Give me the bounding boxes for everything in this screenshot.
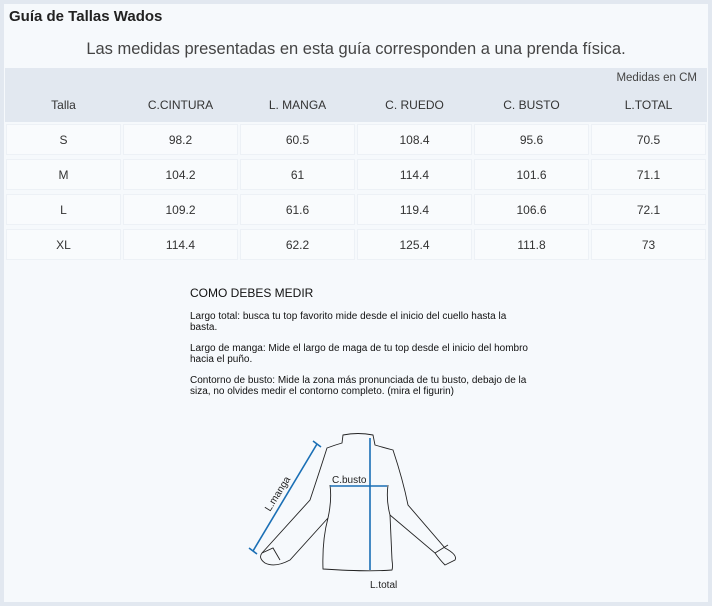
instruction-sleeve: Largo de manga: Mide el largo de maga de… <box>190 343 528 365</box>
column-header: C. BUSTO <box>503 98 560 112</box>
column-header: Talla <box>51 98 76 112</box>
instructions: COMO DEBES MEDIR Largo total: busca tu t… <box>190 286 530 407</box>
table-row: XL 114.4 62.2 125.4 111.8 73 <box>5 227 707 262</box>
table-cell: 95.6 <box>474 124 589 155</box>
column-header: C.CINTURA <box>147 98 214 112</box>
table-cell: M <box>6 159 121 190</box>
table-cell: L <box>6 194 121 225</box>
table-cell: 108.4 <box>357 124 472 155</box>
column-header: L.TOTAL <box>624 98 673 112</box>
table-cell: 70.5 <box>591 124 706 155</box>
table-cell: 109.2 <box>123 194 238 225</box>
page-title: Guía de Tallas Wados <box>9 8 163 25</box>
garment-figure: L.manga C.busto L.total <box>248 433 456 591</box>
column-header: C. RUEDO <box>385 98 444 112</box>
subtitle: Las medidas presentadas en esta guía cor… <box>86 40 626 58</box>
table-cell: 106.6 <box>474 194 589 225</box>
instruction-total: Largo total: busca tu top favorito mide … <box>190 311 507 333</box>
bust-label: C.busto <box>332 475 367 486</box>
table-row: M 104.2 61 114.4 101.6 71.1 <box>5 157 707 192</box>
instructions-heading: COMO DEBES MEDIR <box>190 286 314 300</box>
table-cell: 98.2 <box>123 124 238 155</box>
table-cell: 71.1 <box>591 159 706 190</box>
measure-guide <box>5 262 707 601</box>
table-cell: 61.6 <box>240 194 355 225</box>
table-cell: 119.4 <box>357 194 472 225</box>
table-cell: 60.5 <box>240 124 355 155</box>
table-cell: 101.6 <box>474 159 589 190</box>
table-cell: 62.2 <box>240 229 355 260</box>
table-cell: 104.2 <box>123 159 238 190</box>
table-header: Medidas en CM Talla C.CINTURA L. MANGA C. R… <box>5 68 707 122</box>
column-header: L. MANGA <box>268 98 327 112</box>
table-cell: S <box>6 124 121 155</box>
instruction-bust: Contorno de busto: Mide la zona más pron… <box>190 375 527 397</box>
table-cell: 73 <box>591 229 706 260</box>
unit-label: Medidas en CM <box>616 72 697 84</box>
total-label: L.total <box>370 580 397 591</box>
table-cell: 111.8 <box>474 229 589 260</box>
table-row: L 109.2 61.6 119.4 106.6 72.1 <box>5 192 707 227</box>
table-cell: 114.4 <box>123 229 238 260</box>
table-row: S 98.2 60.5 108.4 95.6 70.5 <box>5 122 707 157</box>
table-cell: 125.4 <box>357 229 472 260</box>
table-cell: XL <box>6 229 121 260</box>
table-cell: 72.1 <box>591 194 706 225</box>
table-cell: 61 <box>240 159 355 190</box>
table-cell: 114.4 <box>357 159 472 190</box>
